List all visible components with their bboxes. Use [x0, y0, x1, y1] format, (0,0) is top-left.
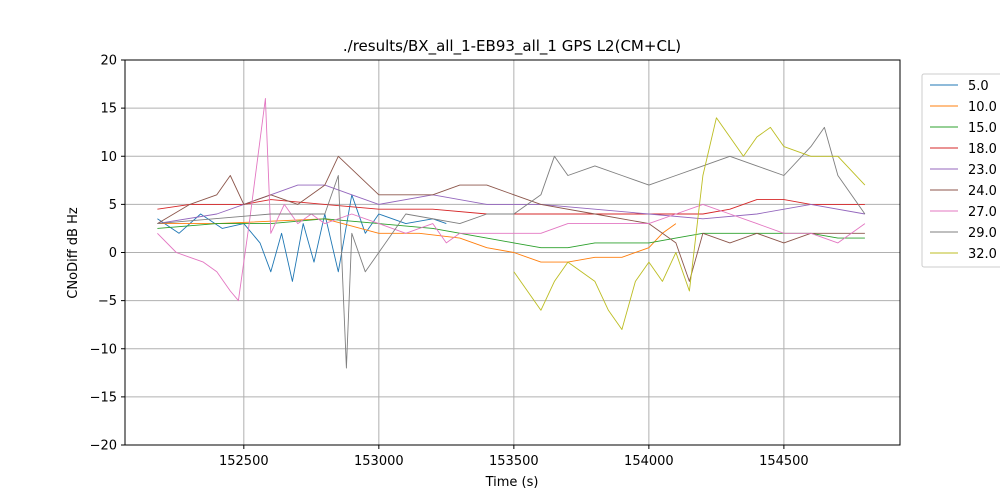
- y-tick-label: 0: [109, 246, 117, 261]
- legend-label: 29.0: [968, 226, 997, 241]
- legend-label: 18.0: [968, 142, 997, 157]
- axis-ticks: 152500 153000 153500 154000 154500 −20 −15 −10 −…: [90, 54, 809, 470]
- legend-box: [921, 73, 1000, 268]
- legend-label: 15.0: [968, 121, 997, 136]
- legend-label: 5.0: [968, 79, 989, 94]
- x-axis-label: Time (s): [485, 475, 539, 490]
- series-line-27.0: [157, 98, 866, 302]
- y-tick-label: 15: [100, 102, 117, 117]
- y-tick-label: 20: [100, 54, 117, 69]
- series-line-29.0: [157, 126, 866, 369]
- legend-label: 24.0: [968, 184, 997, 199]
- y-tick-label: 10: [100, 150, 117, 165]
- legend: 5.0 10.0 15.0 18.0 23.0 24.0 27.0 29.0 32.0: [921, 73, 1000, 268]
- legend-label: 32.0: [968, 247, 997, 262]
- series-line-5.0: [157, 194, 447, 282]
- chart-title: ./results/BX_all_1-EB93_all_1 GPS L2(CM+…: [343, 37, 681, 56]
- y-axis-label: CNoDiff dB Hz: [66, 207, 81, 299]
- y-tick-label: −15: [90, 390, 117, 405]
- legend-label: 23.0: [968, 163, 997, 178]
- legend-label: 10.0: [968, 100, 997, 115]
- series-lines: [157, 98, 866, 369]
- y-tick-label: −10: [90, 342, 117, 357]
- x-tick-label: 154000: [624, 454, 674, 469]
- series-line-32.0: [513, 117, 866, 330]
- y-tick-label: 5: [109, 198, 117, 213]
- legend-label: 27.0: [968, 205, 997, 220]
- x-tick-label: 153500: [489, 454, 539, 469]
- x-tick-label: 154500: [759, 454, 809, 469]
- series-line-24.0: [157, 155, 865, 282]
- x-tick-label: 153000: [354, 454, 404, 469]
- x-tick-label: 152500: [219, 454, 269, 469]
- y-tick-label: −5: [98, 294, 117, 309]
- series-line-18.0: [157, 199, 865, 215]
- series-line-10.0: [157, 218, 677, 263]
- y-tick-label: −20: [90, 439, 117, 454]
- series-line-15.0: [157, 218, 865, 249]
